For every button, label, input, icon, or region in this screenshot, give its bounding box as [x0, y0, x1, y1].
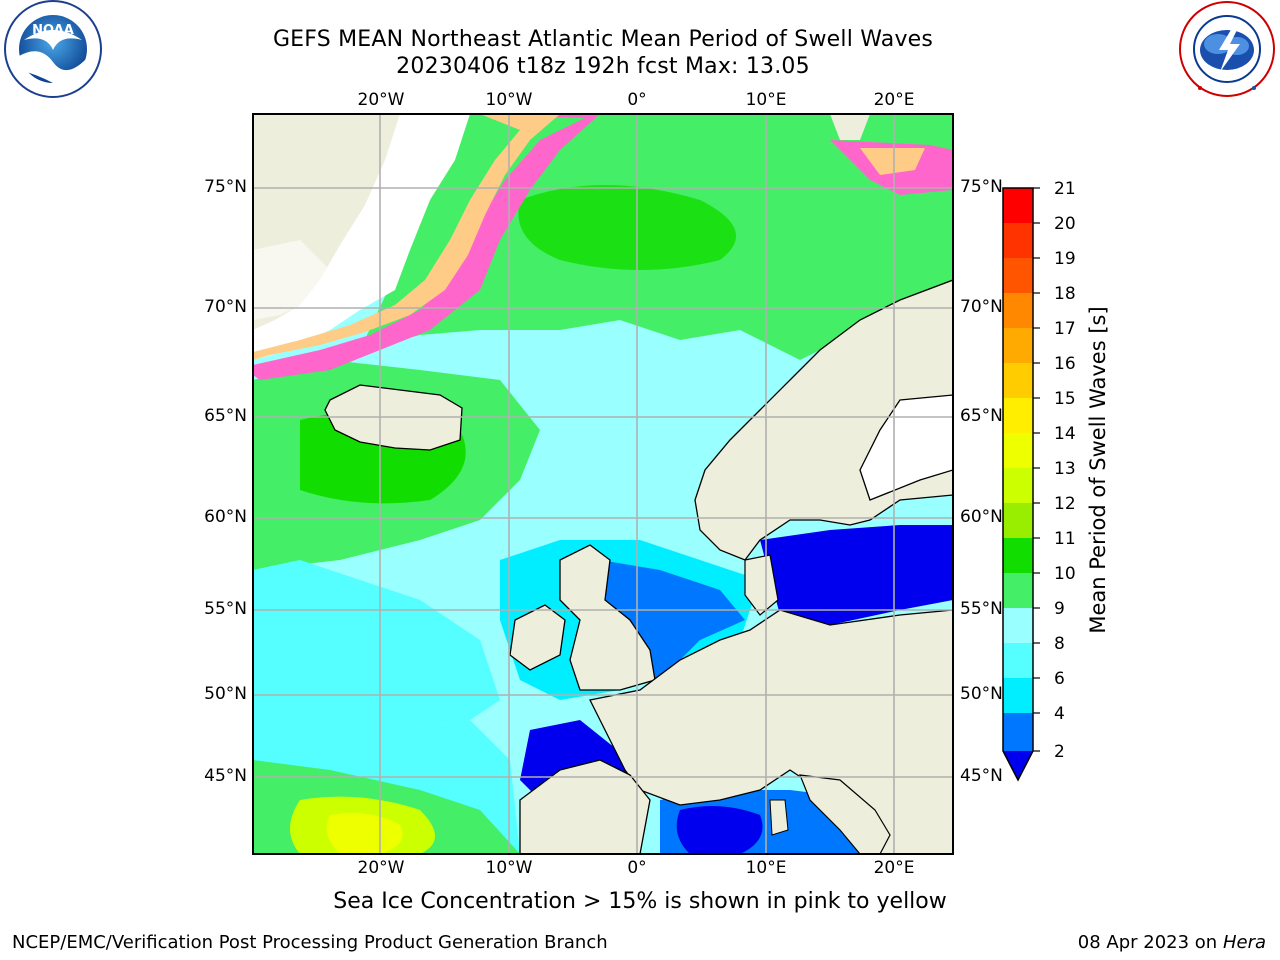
footer-host: Hera [1222, 932, 1266, 953]
lat-label-left-65n: 65°N [204, 406, 247, 426]
lat-label-right-65n: 65°N [960, 406, 1003, 426]
lon-label-bottom-10w: 10°W [485, 858, 533, 878]
lat-label-left-55n: 55°N [204, 599, 247, 619]
lon-label-bottom-20w: 20°W [357, 858, 405, 878]
lat-label-left-75n: 75°N [204, 177, 247, 197]
gridlines [253, 114, 953, 854]
lat-label-right-45n: 45°N [960, 766, 1003, 786]
colorbar [1002, 187, 1040, 782]
lat-label-left-45n: 45°N [204, 766, 247, 786]
colorbar-tick-8: 8 [1054, 634, 1065, 654]
colorbar-title: Mean Period of Swell Waves [s] [1086, 306, 1110, 634]
colorbar-tick-2: 2 [1054, 742, 1065, 762]
map-frame [252, 113, 954, 855]
footer-date-text: 08 Apr 2023 on [1077, 932, 1223, 953]
lat-label-left-60n: 60°N [204, 507, 247, 527]
lat-label-right-70n: 70°N [960, 297, 1003, 317]
colorbar-tick-10: 10 [1054, 564, 1076, 584]
colorbar-tick-6: 6 [1054, 669, 1065, 689]
colorbar-tick-18: 18 [1054, 284, 1076, 304]
colorbar-tick-12: 12 [1054, 494, 1076, 514]
map-area [253, 114, 953, 854]
colorbar-tick-14: 14 [1054, 424, 1076, 444]
lon-label-top-10w: 10°W [485, 90, 533, 110]
colorbar-tick-9: 9 [1054, 599, 1065, 619]
colorbar-tick-15: 15 [1054, 389, 1076, 409]
colorbar-tick-4: 4 [1054, 704, 1065, 724]
lat-label-right-50n: 50°N [960, 684, 1003, 704]
lat-label-left-70n: 70°N [204, 297, 247, 317]
footer-credit: NCEP/EMC/Verification Post Processing Pr… [12, 932, 608, 953]
colorbar-tick-21: 21 [1054, 179, 1076, 199]
lon-label-bottom-10e: 10°E [745, 858, 787, 878]
footer-date: 08 Apr 2023 on Hera [1078, 932, 1266, 953]
lon-label-top-20e: 20°E [873, 90, 915, 110]
lat-label-right-60n: 60°N [960, 507, 1003, 527]
noaa-logo: NOAA [4, 0, 102, 98]
chart-subtitle: 20230406 t18z 192h fcst Max: 13.05 [396, 54, 810, 79]
lon-label-bottom-0: 0° [627, 858, 647, 878]
colorbar-tick-17: 17 [1054, 319, 1076, 339]
lon-label-bottom-20e: 20°E [873, 858, 915, 878]
lon-label-top-10e: 10°E [745, 90, 787, 110]
colorbar-tick-19: 19 [1054, 249, 1076, 269]
colorbar-tick-13: 13 [1054, 459, 1076, 479]
lat-label-right-75n: 75°N [960, 177, 1003, 197]
colorbar-tick-11: 11 [1054, 529, 1076, 549]
colorbar-tick-20: 20 [1054, 214, 1076, 234]
colorbar-tick-16: 16 [1054, 354, 1076, 374]
lat-label-left-50n: 50°N [204, 684, 247, 704]
nws-logo [1179, 1, 1275, 97]
noaa-logo-text: NOAA [32, 23, 74, 38]
lon-label-top-20w: 20°W [357, 90, 405, 110]
chart-title: GEFS MEAN Northeast Atlantic Mean Period… [272, 27, 934, 52]
lat-label-right-55n: 55°N [960, 599, 1003, 619]
lon-label-top-0: 0° [627, 90, 647, 110]
sea-ice-note: Sea Ice Concentration > 15% is shown in … [333, 889, 947, 914]
